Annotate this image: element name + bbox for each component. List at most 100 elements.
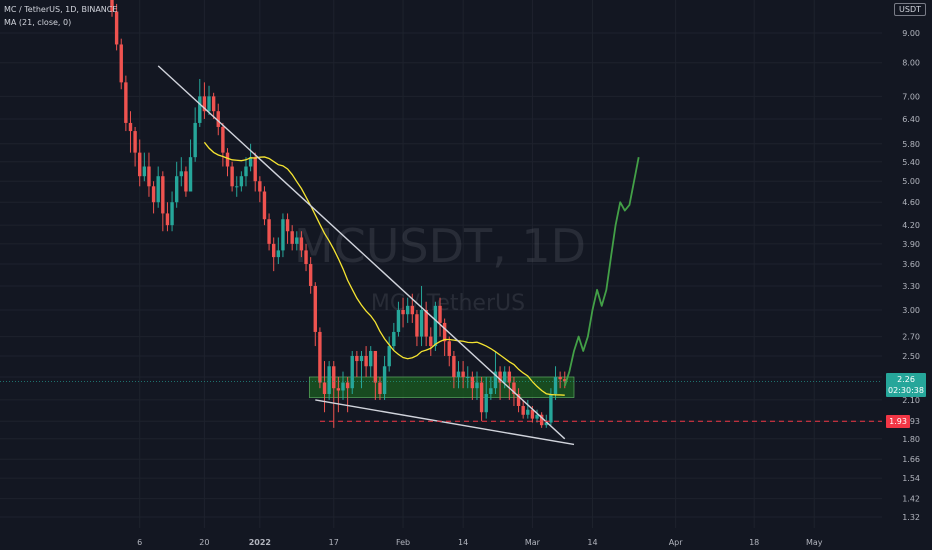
current-price-tag: 2.26 02:30:38 [886, 373, 926, 397]
x-tick-label: 6 [137, 538, 142, 547]
y-tick-label: 2.50 [902, 352, 920, 361]
candle-body [138, 152, 142, 177]
candle-body [373, 350, 378, 383]
candle-body [193, 122, 197, 158]
y-tick-label: 1.54 [902, 474, 920, 483]
x-tick-label: 17 [329, 538, 339, 547]
y-tick-label: 3.30 [902, 282, 920, 291]
chart-legend: MC / TetherUS, 1D, BINANCE MA (21, close… [4, 3, 117, 29]
candle-body [433, 305, 438, 347]
candle-body [507, 371, 512, 383]
x-tick-label: 14 [458, 538, 468, 547]
candle-body [498, 371, 502, 383]
moving-average [203, 141, 565, 396]
symbol-title[interactable]: MC / TetherUS, 1D, BINANCE [4, 5, 118, 14]
candle-body [295, 237, 299, 244]
candle-body [535, 414, 539, 419]
candle-body [429, 336, 433, 347]
candle-body [447, 341, 451, 356]
candle-body [438, 305, 442, 323]
candle-body [119, 44, 123, 83]
candle-body [202, 96, 207, 112]
candle-body [244, 166, 248, 177]
candle-body [207, 96, 211, 112]
y-tick-label: 3.60 [902, 260, 920, 269]
candle-body [188, 157, 193, 192]
candle-body [110, 0, 114, 12]
candle-body [470, 376, 475, 389]
candle-body [544, 422, 548, 426]
candle-body [456, 371, 461, 377]
candle-body [503, 371, 507, 383]
resistance-line [157, 65, 566, 440]
watermark-ticker: MCUSDT, 1D [294, 219, 586, 273]
candle-body [239, 176, 244, 187]
candle-body [225, 152, 230, 167]
candle-body [452, 355, 456, 377]
candle-body [336, 388, 341, 391]
candle-body [142, 166, 147, 177]
candle-body [161, 176, 165, 214]
candle-body [313, 285, 317, 332]
candle-body [553, 376, 558, 394]
indicator-title[interactable]: MA (21, close, 0) [4, 18, 72, 27]
x-tick-label: Mar [525, 538, 541, 547]
candle-body [179, 171, 183, 177]
candle-body [475, 382, 479, 389]
candle-body [327, 366, 331, 394]
y-tick-label: 1.66 [902, 455, 920, 464]
projection-path [563, 157, 640, 387]
candle-body [396, 310, 401, 332]
y-tick-label: 1.80 [902, 435, 920, 444]
candle-body [405, 305, 410, 315]
candle-body [221, 126, 225, 153]
candle-body [392, 331, 396, 347]
y-tick-label: 5.40 [902, 158, 920, 167]
candle-body [563, 379, 567, 382]
candle-body [415, 314, 419, 337]
candle-body [216, 111, 220, 127]
y-tick-label: 4.60 [902, 198, 920, 207]
candle-body [493, 371, 498, 389]
candle-body [156, 176, 160, 203]
candle-body [318, 331, 322, 383]
candle-body [235, 186, 239, 188]
candle-body [128, 122, 133, 132]
x-tick-label: 20 [199, 538, 209, 547]
price-axis[interactable]: 9.00 8.00 7.00 6.40 5.80 5.40 5.00 4.60 4.20 3.90… [902, 29, 920, 522]
candle-body [539, 414, 544, 426]
y-tick-label: 2.10 [902, 396, 920, 405]
candle-body [184, 171, 188, 192]
candle-body [170, 202, 174, 226]
ma-line [203, 141, 565, 396]
candle-body [521, 406, 525, 415]
trend-lines [0, 65, 882, 446]
x-tick-label: 14 [587, 538, 597, 547]
candle-body [262, 191, 267, 220]
candle-body [290, 231, 294, 244]
candle-body [174, 176, 179, 203]
x-tick-label: 18 [749, 538, 759, 547]
candle-body [147, 166, 151, 187]
candle-body [267, 219, 271, 244]
y-tick-label: 1.42 [902, 495, 920, 504]
candle-body [341, 382, 345, 391]
time-axis[interactable]: 6 20 2022 17 Feb 14 Mar 14 Apr 18 May [137, 538, 823, 547]
candle-body [364, 355, 368, 367]
candle-body [461, 371, 465, 377]
candle-body [558, 376, 562, 380]
candle-body [308, 264, 313, 286]
candle-body [442, 322, 447, 342]
candle-body [198, 96, 202, 123]
watermark-pair: MC / TetherUS [371, 291, 525, 316]
candle-body [489, 388, 493, 394]
candle-body [484, 393, 488, 413]
y-tick-label: 1.93 [902, 417, 920, 426]
candle-body [419, 310, 424, 337]
currency-badge[interactable]: USDT [894, 3, 926, 16]
candle-body [272, 243, 276, 258]
x-tick-label: 2022 [249, 538, 271, 547]
support-price-tag: 1.93 [886, 415, 910, 428]
candle-body [549, 393, 553, 423]
